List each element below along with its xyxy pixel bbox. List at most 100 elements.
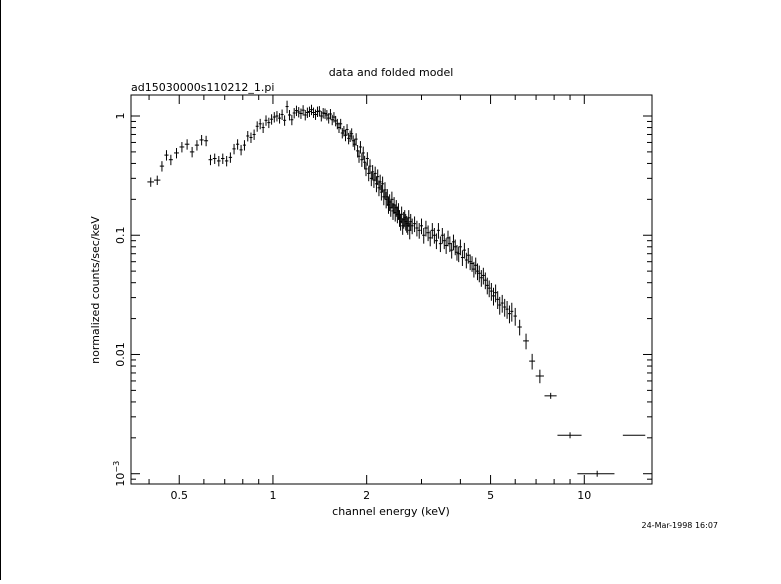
data-point xyxy=(328,109,332,120)
data-point xyxy=(307,106,311,117)
data-point xyxy=(264,115,268,126)
data-point xyxy=(332,112,336,123)
data-point xyxy=(365,152,369,166)
data-point xyxy=(436,223,440,239)
data-point xyxy=(544,392,557,399)
x-tick-label: 0.5 xyxy=(170,489,188,502)
data-point xyxy=(364,162,368,177)
data-point xyxy=(335,118,339,130)
data-point xyxy=(261,122,265,134)
data-point xyxy=(458,239,462,256)
data-point xyxy=(278,113,282,124)
data-point xyxy=(168,154,173,166)
x-tick-label: 2 xyxy=(363,489,370,502)
data-point xyxy=(415,220,419,237)
data-point xyxy=(358,141,362,154)
data-point xyxy=(500,294,504,313)
data-point xyxy=(455,245,459,261)
data-point xyxy=(476,263,480,281)
data-point xyxy=(287,110,291,121)
data-point xyxy=(383,182,387,199)
data-point xyxy=(483,272,487,290)
data-point xyxy=(422,228,426,244)
data-point xyxy=(453,239,457,256)
data-point xyxy=(189,146,195,158)
data-point xyxy=(407,210,411,227)
data-point xyxy=(179,142,185,153)
data-point xyxy=(216,155,221,167)
data-point xyxy=(622,434,646,436)
data-point xyxy=(246,131,250,142)
data-point xyxy=(426,225,430,242)
data-point xyxy=(357,150,361,163)
data-point xyxy=(294,105,298,117)
data-point xyxy=(299,108,303,119)
data-point xyxy=(496,291,500,309)
data-point xyxy=(194,140,200,151)
data-point xyxy=(376,169,380,186)
data-point xyxy=(413,216,417,233)
data-point xyxy=(312,107,316,118)
data-point xyxy=(275,111,279,122)
data-point xyxy=(310,104,314,116)
x-tick-label: 1 xyxy=(269,489,276,502)
plot-frame xyxy=(130,94,653,485)
data-point xyxy=(424,220,428,237)
data-point xyxy=(339,118,343,130)
data-point xyxy=(378,174,382,191)
data-point xyxy=(327,113,331,124)
data-point xyxy=(498,296,502,315)
y-tick-label-text: 10−3 xyxy=(112,461,127,487)
data-point xyxy=(363,155,367,170)
data-point xyxy=(494,284,498,303)
data-point xyxy=(479,270,483,287)
x-axis-label: channel energy (keV) xyxy=(332,505,450,518)
data-point xyxy=(297,107,301,118)
data-point xyxy=(468,254,472,271)
data-point xyxy=(505,301,509,319)
data-point xyxy=(371,165,375,180)
data-point xyxy=(347,132,351,145)
y-tick-label: 0.1 xyxy=(114,226,127,244)
data-point xyxy=(317,106,321,117)
timestamp: 24-Mar-1998 16:07 xyxy=(642,521,719,530)
data-point xyxy=(184,139,190,150)
data-point xyxy=(342,125,346,137)
data-point xyxy=(267,117,271,129)
data-point xyxy=(513,307,517,326)
data-point xyxy=(487,280,491,298)
y-tick-label-text: 0.01 xyxy=(114,342,127,367)
data-point xyxy=(440,228,444,244)
data-point xyxy=(442,233,446,250)
data-point xyxy=(577,470,615,477)
data-point xyxy=(390,191,394,209)
data-point xyxy=(507,305,511,324)
data-point xyxy=(236,139,240,150)
data-point xyxy=(460,250,464,266)
data-point xyxy=(232,143,236,155)
data-point xyxy=(354,133,358,146)
data-point xyxy=(305,107,309,118)
data-point xyxy=(249,132,253,143)
data-point xyxy=(221,153,225,164)
data-point xyxy=(451,234,455,251)
chart-title: data and folded model xyxy=(329,66,454,79)
data-point xyxy=(485,277,489,295)
data-point xyxy=(208,154,213,166)
data-point xyxy=(466,247,470,264)
data-point xyxy=(340,128,344,139)
y-tick-label-exponent: −3 xyxy=(112,461,121,473)
chart-subtitle: ad15030000s110212_1.pi xyxy=(131,81,274,94)
data-point xyxy=(199,134,204,146)
data-point xyxy=(330,114,334,126)
data-point xyxy=(470,256,474,272)
data-point xyxy=(303,110,307,121)
data-point xyxy=(319,111,323,122)
x-tick-label: 10 xyxy=(577,489,591,502)
data-point xyxy=(523,333,529,350)
data-point xyxy=(430,223,434,239)
data-point xyxy=(280,109,284,120)
data-point xyxy=(462,242,466,259)
